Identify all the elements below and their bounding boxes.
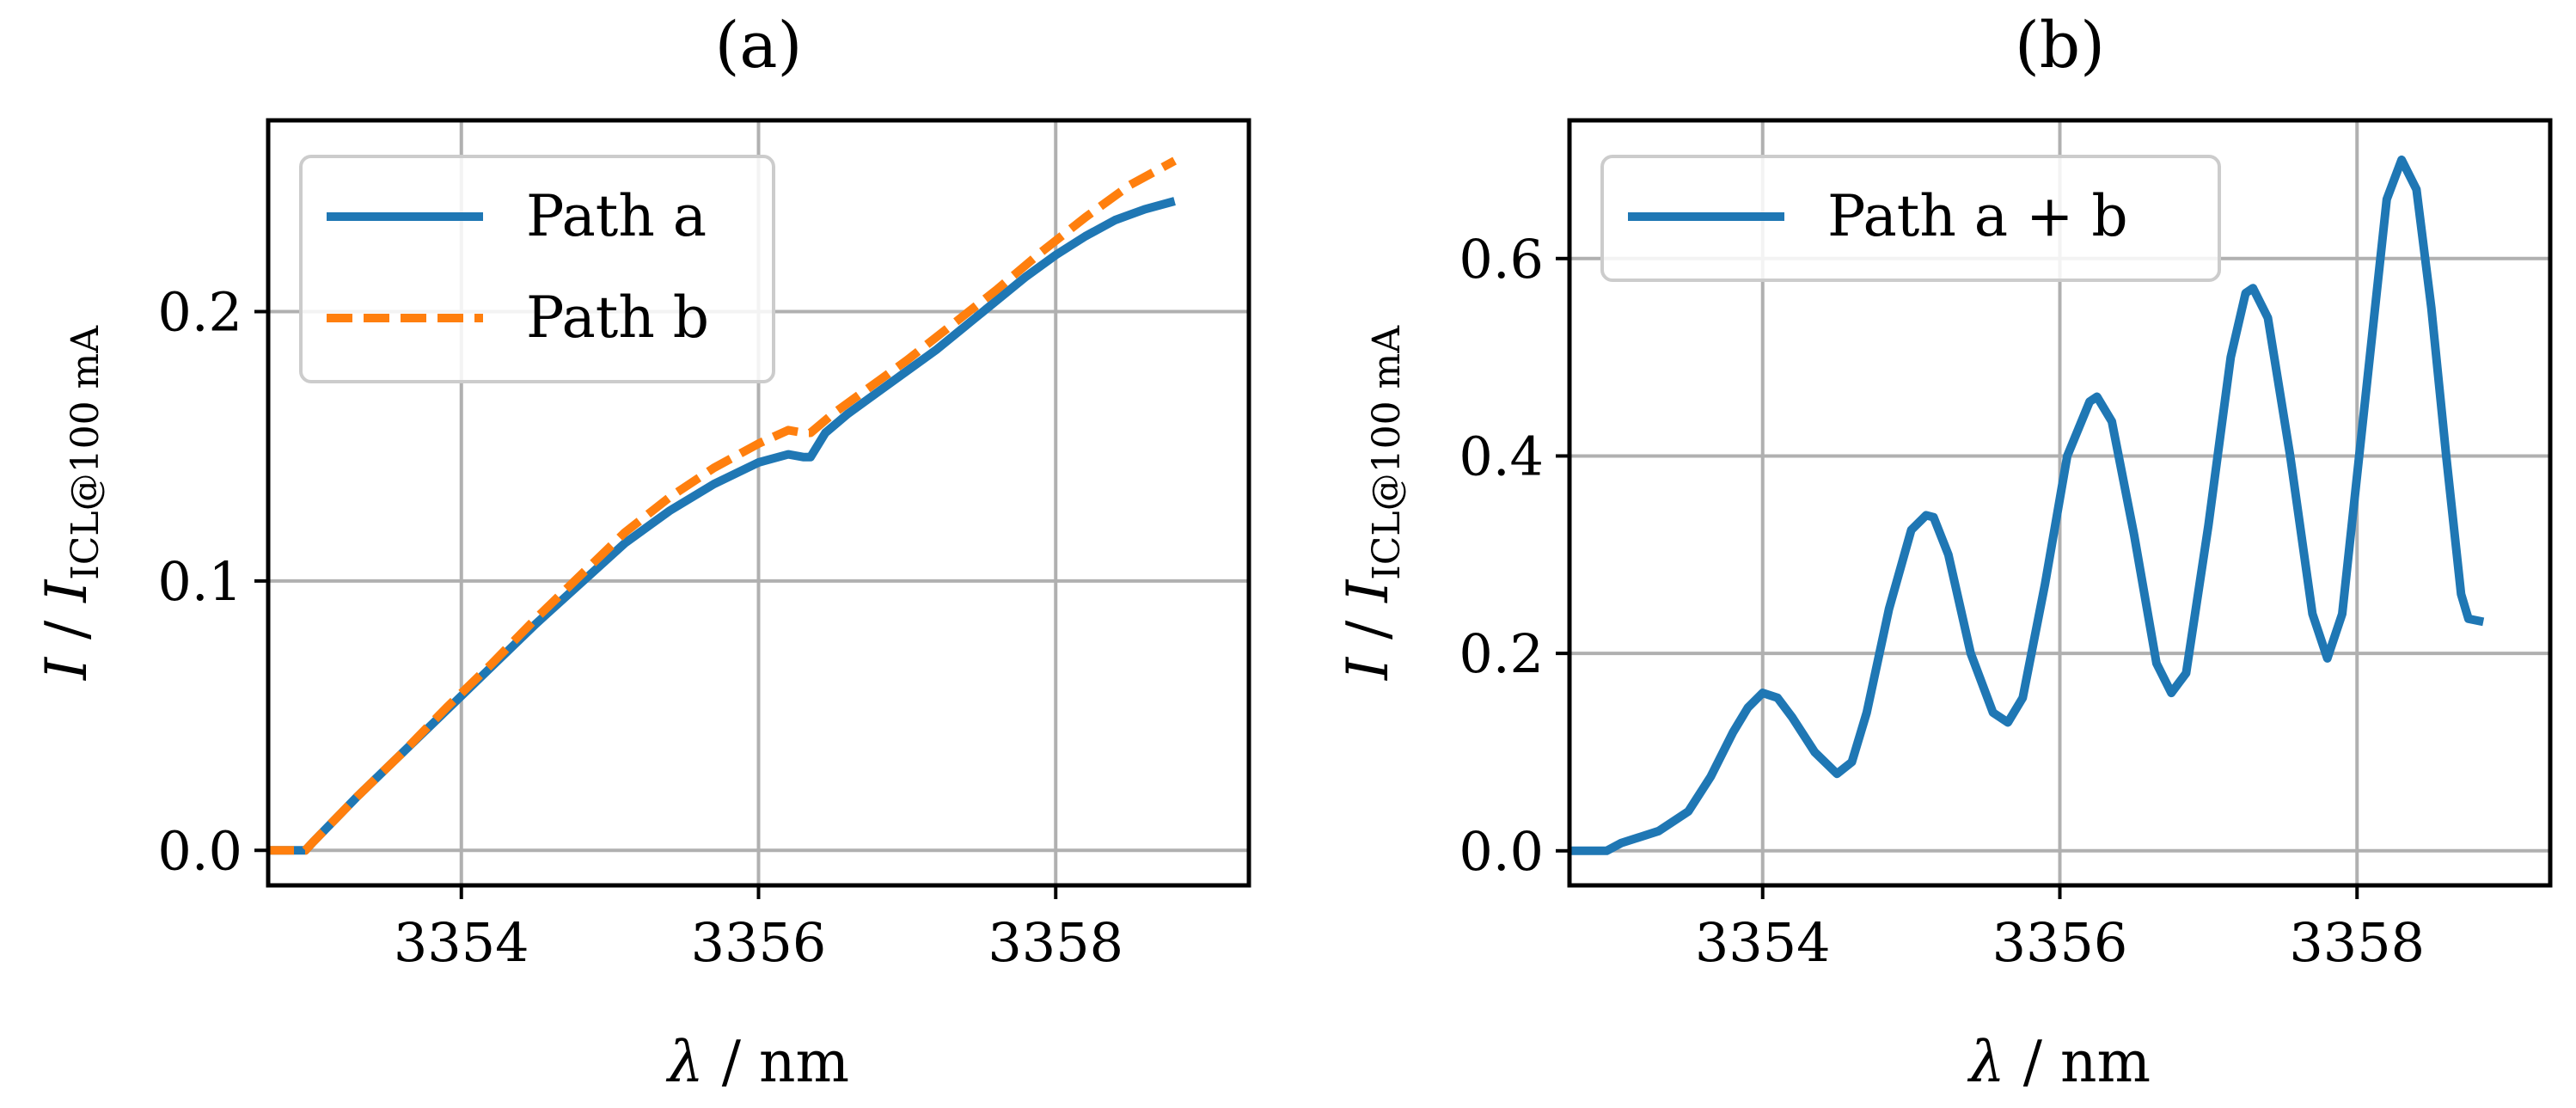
panel-a: 3354 3356 3358 0.0 0.1 0.2 (a) λ / nm I / IICL@1… (34, 9, 1251, 1095)
series-line-path-b (268, 156, 1177, 855)
panel-title: (a) (715, 9, 803, 83)
x-tick-label: 3354 (1695, 911, 1831, 974)
x-axis-label: λ / nm (1967, 1029, 2151, 1095)
y-tick-label: 0.2 (157, 281, 242, 344)
y-tick-label: 0.2 (1459, 622, 1544, 685)
legend: Path a Path b (299, 155, 775, 383)
series-line-path-a (268, 197, 1176, 855)
legend-label: Path a (526, 183, 707, 249)
x-tick-label: 3358 (2289, 911, 2425, 974)
x-tick-label: 3354 (394, 911, 529, 974)
x-tick-label: 3356 (1992, 911, 2128, 974)
x-tick-label: 3356 (691, 911, 827, 974)
legend-label: Path a + b (1827, 183, 2128, 249)
legend: Path a + b (1600, 155, 2221, 282)
x-axis-label: λ / nm (665, 1029, 849, 1095)
y-tick-label: 0.0 (1459, 820, 1544, 883)
x-tick-label: 3358 (988, 911, 1123, 974)
y-tick-label: 0.1 (157, 550, 242, 613)
series-group (268, 156, 1177, 855)
y-axis-label: I / IICL@100 mA (1335, 325, 1409, 681)
y-tick-label: 0.6 (1459, 228, 1544, 291)
series-line-path-a-b (1569, 155, 2485, 855)
panel-title: (b) (2015, 9, 2105, 83)
y-axis-label: I / IICL@100 mA (34, 325, 107, 681)
legend-label: Path b (526, 285, 709, 351)
y-tick-label: 0.4 (1459, 425, 1544, 487)
panel-b: 3354 3356 3358 0.0 0.2 0.4 0.6 (b) λ / nm I / IIC… (1335, 9, 2553, 1095)
legend-box (1600, 155, 2221, 282)
series-group (1569, 155, 2485, 855)
y-tick-label: 0.0 (157, 819, 242, 882)
